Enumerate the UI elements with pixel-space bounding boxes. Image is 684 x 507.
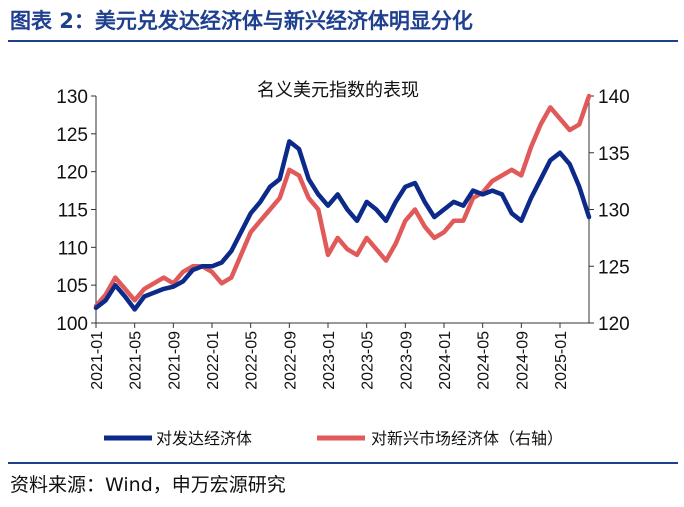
series-line-developed <box>93 139 592 312</box>
y-right-tick-label: 140 <box>598 87 630 108</box>
x-tick-label: 2021-05 <box>128 331 145 390</box>
source-rule <box>8 462 678 464</box>
y-left-tick-label: 105 <box>56 276 88 297</box>
x-tick-label: 2022-09 <box>282 331 299 390</box>
figure-title: 图表 2：美元兑发达经济体与新兴经济体明显分化 <box>10 9 473 33</box>
y-left-tick-label: 130 <box>56 87 88 108</box>
x-tick-label: 2021-01 <box>89 331 106 390</box>
series-layer <box>93 93 592 312</box>
y-right-tick-label: 125 <box>598 257 630 278</box>
y-right-tick-label: 130 <box>598 201 630 222</box>
y-left-tick-label: 120 <box>56 163 88 184</box>
legend-label-developed: 对发达经济体 <box>156 429 252 448</box>
x-tick-label: 2024-09 <box>514 331 531 390</box>
chart-title: 名义美元指数的表现 <box>257 80 419 101</box>
legend: 对发达经济体 对新兴市场经济体（右轴） <box>104 429 563 448</box>
legend-label-emerging: 对新兴市场经济体（右轴） <box>371 429 563 448</box>
y-right-tick-label: 135 <box>598 144 630 165</box>
axes: 100 105 110 115 120 125 130 120 125 130 135 140 2021… <box>56 87 629 390</box>
title-rule <box>8 40 678 42</box>
x-tick-label: 2023-01 <box>321 331 338 390</box>
y-left-tick-label: 100 <box>56 314 88 335</box>
x-tick-label: 2021-09 <box>166 331 183 390</box>
x-tick-label: 2022-01 <box>205 331 222 390</box>
series-line-emerging <box>93 93 592 309</box>
x-tick-label: 2024-05 <box>476 331 493 390</box>
source-note: 资料来源：Wind，申万宏源研究 <box>10 474 286 496</box>
x-tick-label: 2022-05 <box>244 331 261 390</box>
y-left-tick-label: 125 <box>56 125 88 146</box>
y-left-tick-label: 110 <box>58 238 88 259</box>
x-tick-label: 2024-01 <box>437 331 454 390</box>
x-tick-label: 2023-05 <box>360 331 377 390</box>
y-left-tick-label: 115 <box>58 201 88 222</box>
y-right-tick-label: 120 <box>598 314 630 335</box>
x-tick-label: 2025-01 <box>553 331 570 390</box>
x-tick-label: 2023-09 <box>398 331 415 390</box>
